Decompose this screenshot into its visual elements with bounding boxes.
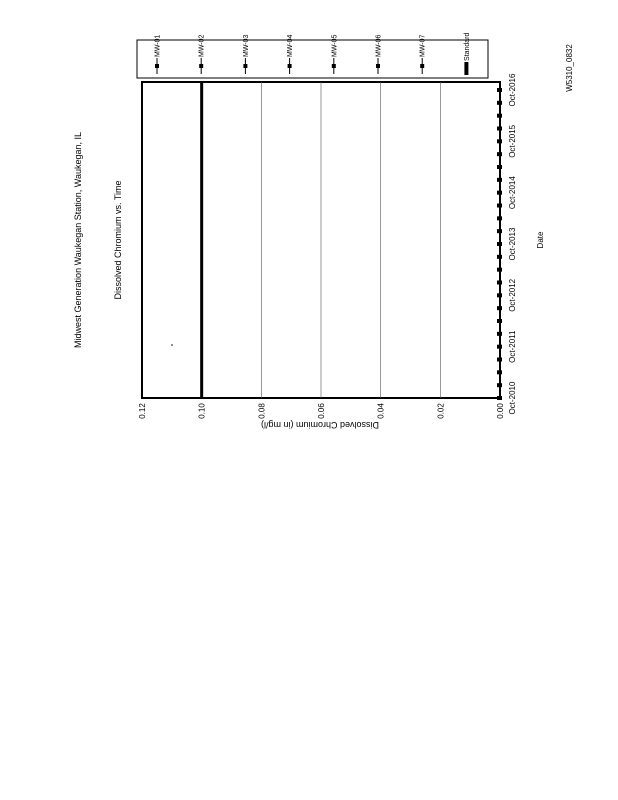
data-point — [171, 344, 173, 346]
date-tick-mark — [497, 100, 502, 105]
page-code: W5310_0832 — [565, 44, 574, 92]
legend-label: MW-03 — [243, 34, 250, 57]
date-tick-mark — [497, 126, 502, 131]
date-tick-mark — [497, 306, 502, 311]
date-tick-mark — [497, 190, 502, 195]
legend-label: MW-07 — [420, 34, 427, 57]
date-tick-mark — [497, 280, 502, 285]
date-tick-mark — [497, 319, 502, 323]
date-tick-mark — [497, 113, 502, 118]
x-tick-label: Oct-2013 — [508, 227, 517, 260]
chart-title: Midwest Generation Waukegan Station, Wau… — [73, 132, 83, 348]
plot-area — [141, 81, 502, 400]
legend-marker-icon — [243, 64, 248, 68]
date-tick-mark — [497, 344, 502, 349]
y-tick-label: 0.08 — [257, 403, 266, 419]
legend-box — [136, 39, 489, 79]
legend-label: Standard — [464, 32, 471, 61]
y-axis-title: Dissolved Chromium (in mg/l) — [261, 420, 379, 430]
legend-swatch-standard — [464, 62, 469, 75]
legend-marker-icon — [420, 64, 425, 68]
date-tick-mark — [497, 293, 502, 298]
date-tick-mark — [497, 267, 502, 272]
date-tick-mark — [497, 152, 502, 157]
date-tick-mark — [497, 383, 502, 388]
y-tick-label: 0.10 — [198, 403, 207, 419]
x-tick-label: Oct-2015 — [508, 124, 517, 157]
x-tick-label: Oct-2011 — [508, 330, 517, 363]
legend-label: MW-02 — [199, 34, 206, 57]
date-tick-mark — [497, 165, 502, 169]
date-tick-mark — [497, 88, 502, 92]
legend-label: MW-01 — [155, 34, 162, 57]
x-axis-title: Date — [536, 231, 545, 248]
date-tick-mark — [497, 357, 502, 362]
legend-marker-icon — [331, 64, 336, 68]
date-tick-mark — [497, 139, 502, 144]
date-tick-mark — [497, 216, 502, 221]
x-tick-label: Oct-2012 — [508, 278, 517, 311]
date-tick-mark — [497, 203, 502, 208]
y-tick-label: 0.06 — [317, 403, 326, 419]
date-tick-mark — [497, 229, 502, 234]
y-tick-label: 0.02 — [436, 403, 445, 419]
x-tick-label: Oct-2010 — [508, 381, 517, 414]
chart-subtitle: Dissolved Chromium vs. Time — [113, 180, 123, 299]
date-tick-mark — [497, 242, 502, 246]
legend: MW-01 MW-02 MW-03 MW-04 MW-05 MW-06 MW-07 Stand… — [136, 32, 489, 79]
x-tick-label: Oct-2016 — [508, 73, 517, 106]
date-tick-mark — [497, 177, 502, 182]
date-tick-mark — [497, 396, 502, 400]
legend-label: MW-05 — [331, 34, 338, 57]
legend-marker-icon — [155, 64, 159, 68]
legend-label: MW-04 — [287, 34, 294, 57]
date-tick-mark — [497, 370, 502, 375]
y-tick-label: 0.12 — [138, 403, 147, 419]
x-tick-label: Oct-2014 — [508, 176, 517, 209]
legend-label: MW-06 — [376, 34, 383, 57]
date-tick-mark — [497, 254, 502, 259]
date-tick-mark — [497, 331, 502, 336]
y-tick-label: 0.04 — [377, 403, 386, 419]
legend-marker-icon — [287, 64, 292, 68]
y-tick-label: 0.00 — [496, 403, 505, 419]
legend-marker-icon — [199, 64, 204, 68]
legend-marker-icon — [376, 64, 380, 68]
